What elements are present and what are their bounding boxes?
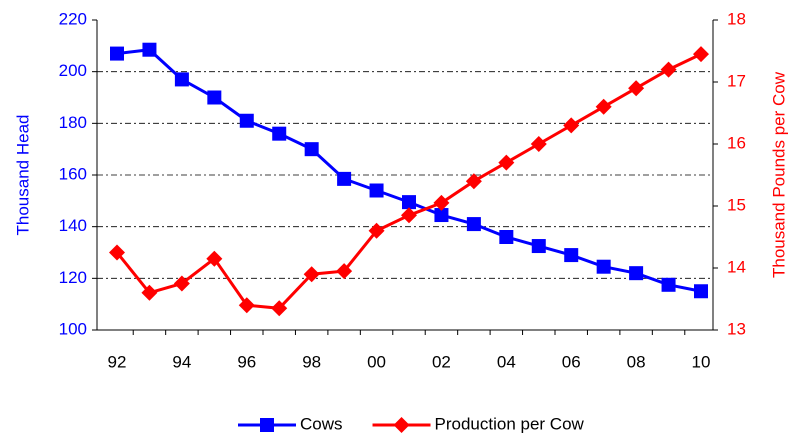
marker [434, 208, 449, 223]
marker [173, 275, 190, 292]
marker [596, 259, 611, 274]
marker [498, 154, 515, 171]
marker [393, 417, 410, 433]
marker [260, 418, 274, 432]
marker [174, 72, 189, 87]
marker [694, 284, 708, 299]
marker [661, 277, 676, 292]
marker [402, 195, 416, 210]
y-tick-label: 200 [59, 61, 87, 80]
x-tick-label: 92 [108, 352, 127, 371]
x-tick-label: 96 [237, 352, 256, 371]
x-tick-label: 10 [692, 352, 711, 371]
marker [207, 90, 222, 105]
marker [499, 230, 514, 244]
x-tick-label: 94 [172, 352, 191, 371]
x-tick-label: 04 [497, 352, 516, 371]
marker [368, 222, 385, 239]
marker [142, 42, 157, 57]
y-tick-label: 120 [59, 268, 87, 287]
marker [531, 239, 546, 254]
y2-tick-label: 16 [727, 133, 746, 152]
marker [693, 46, 709, 63]
marker [206, 250, 223, 267]
marker [628, 80, 645, 97]
marker [595, 98, 612, 115]
marker [238, 297, 255, 314]
marker [369, 183, 384, 198]
x-tick-label: 08 [627, 352, 646, 371]
y2-tick-label: 18 [727, 9, 746, 28]
marker [304, 142, 319, 157]
marker [337, 171, 352, 186]
y-tick-label: 220 [59, 9, 87, 28]
marker [272, 126, 287, 141]
marker [465, 173, 482, 190]
marker [109, 244, 125, 261]
y-axis-title: Thousand Head [13, 115, 32, 236]
marker [530, 136, 547, 152]
marker [433, 194, 450, 211]
marker [629, 266, 644, 281]
marker [564, 248, 579, 263]
marker [141, 284, 158, 301]
marker [239, 113, 254, 128]
marker [110, 46, 124, 61]
y2-tick-label: 13 [727, 319, 746, 338]
marker [660, 61, 677, 78]
y2-axis-title: Thousand Pounds per Cow [769, 71, 788, 278]
y-tick-label: 140 [59, 216, 87, 235]
marker [336, 263, 353, 280]
y2-tick-label: 15 [727, 195, 746, 214]
legend-label: Production per Cow [435, 414, 585, 433]
marker [303, 266, 320, 283]
y-tick-label: 180 [59, 113, 87, 132]
y2-tick-label: 14 [727, 257, 746, 276]
marker [401, 207, 417, 224]
y2-tick-label: 17 [727, 71, 746, 90]
marker [271, 300, 288, 317]
marker [466, 217, 481, 232]
marker [563, 117, 580, 134]
y-tick-label: 160 [59, 164, 87, 183]
x-tick-label: 00 [367, 352, 386, 371]
series-line [116, 48, 702, 293]
x-tick-label: 98 [302, 352, 321, 371]
x-tick-label: 02 [432, 352, 451, 371]
y-tick-label: 100 [59, 319, 87, 338]
legend-label: Cows [300, 414, 343, 433]
x-tick-label: 06 [562, 352, 581, 371]
